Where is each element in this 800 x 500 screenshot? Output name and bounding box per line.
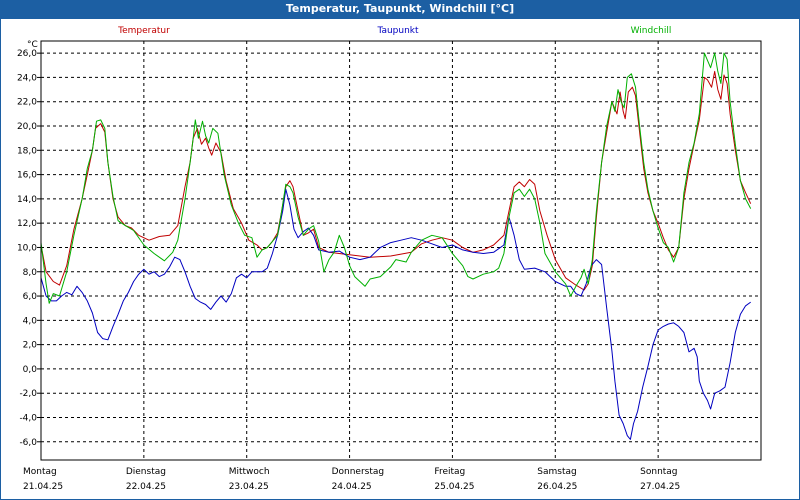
y-tick-label: 12,0 [17, 219, 37, 229]
y-tick-label: 20,0 [17, 122, 37, 132]
y-tick-label: 8,0 [23, 268, 38, 278]
y-tick-label: -6,0 [19, 438, 37, 448]
y-tick-label: 10,0 [17, 243, 37, 253]
y-tick-label: 22,0 [17, 98, 37, 108]
y-tick-label: 4,0 [23, 316, 38, 326]
legend-entry-temperatur: Temperatur [117, 26, 170, 36]
y-tick-label: 14,0 [17, 195, 37, 205]
y-tick-label: -4,0 [19, 413, 37, 423]
x-tick-label-day: Samstag [537, 467, 576, 477]
grid-layer [41, 41, 761, 460]
y-tick-label: -2,0 [19, 389, 37, 399]
series-layer [40, 52, 752, 440]
y-tick-label: 0,0 [23, 365, 38, 375]
y-tick-label: 2,0 [23, 341, 38, 351]
x-tick-label-date: 23.04.25 [229, 482, 269, 492]
y-axis-unit-label: °C [27, 40, 38, 50]
chart-title: Temperatur, Taupunkt, Windchill [°C] [0, 0, 800, 18]
y-tick-label: 18,0 [17, 146, 37, 156]
series-line-windchill [40, 52, 752, 304]
x-tick-label-day: Freitag [434, 467, 465, 477]
plot-area [41, 41, 761, 460]
y-tick-label: 24,0 [17, 73, 37, 83]
x-tick-label-day: Montag [23, 467, 57, 477]
plot-border [40, 40, 762, 461]
series-line-taupunkt [40, 188, 751, 440]
chart-frame: 26,0 24,0 22,0 20,0 18,0 16,0 14,0 12,0 10,0 8,0 6… [0, 18, 800, 500]
x-tick-label-date: 24.04.25 [332, 482, 372, 492]
x-tick-label-date: 25.04.25 [434, 482, 474, 492]
y-tick-label: 6,0 [23, 292, 38, 302]
x-tick-label-day: Mittwoch [229, 467, 270, 477]
chart-canvas: 26,0 24,0 22,0 20,0 18,0 16,0 14,0 12,0 10,0 8,0 6… [17, 26, 762, 492]
x-tick-label-date: 22.04.25 [126, 482, 166, 492]
x-tick-label-day: Dienstag [126, 467, 166, 477]
legend-entry-taupunkt: Taupunkt [376, 26, 419, 36]
x-tick-label-day: Sonntag [640, 467, 677, 477]
y-tick-label: 26,0 [17, 49, 37, 59]
x-tick-label-day: Donnerstag [332, 467, 385, 477]
axis-layer: 26,0 24,0 22,0 20,0 18,0 16,0 14,0 12,0 10,0 8,0 6… [17, 26, 762, 492]
x-tick-label-date: 27.04.25 [640, 482, 680, 492]
legend-entry-windchill: Windchill [631, 26, 672, 36]
y-tick-label: 16,0 [17, 171, 37, 181]
x-tick-label-date: 21.04.25 [23, 482, 63, 492]
x-tick-label-date: 26.04.25 [537, 482, 577, 492]
